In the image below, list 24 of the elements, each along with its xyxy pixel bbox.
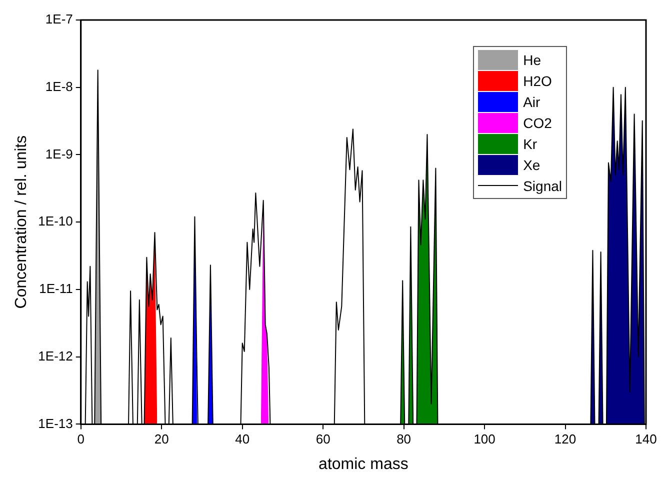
legend-label: Kr (523, 136, 538, 152)
legend-label: H2O (523, 72, 552, 88)
legend-label: CO2 (523, 114, 552, 130)
y-tick-label: 1E-10 (38, 214, 73, 229)
x-tick-label: 120 (554, 432, 576, 447)
x-tick-label: 100 (474, 432, 496, 447)
legend-label: Air (523, 94, 540, 110)
x-tick-label: 80 (396, 432, 412, 447)
y-tick-label: 1E-9 (45, 146, 73, 162)
legend-label: He (523, 52, 541, 68)
x-tick-label: 140 (635, 432, 657, 447)
legend-label: Xe (523, 156, 540, 172)
x-axis-title: atomic mass (318, 456, 408, 473)
x-tick-label: 40 (235, 432, 250, 447)
y-tick-label: 1E-12 (38, 348, 73, 364)
y-tick-label: 1E-13 (38, 416, 73, 431)
x-tick-label: 0 (77, 432, 85, 447)
x-tick-label: 20 (154, 432, 169, 447)
y-tick-label: 1E-11 (39, 281, 73, 296)
y-tick-label: 1E-7 (45, 12, 73, 27)
y-axis-title: Concentration / rel. units (13, 135, 30, 309)
y-tick-label: 1E-8 (45, 78, 73, 94)
legend-label: Signal (523, 178, 562, 194)
x-tick-label: 60 (316, 432, 330, 447)
